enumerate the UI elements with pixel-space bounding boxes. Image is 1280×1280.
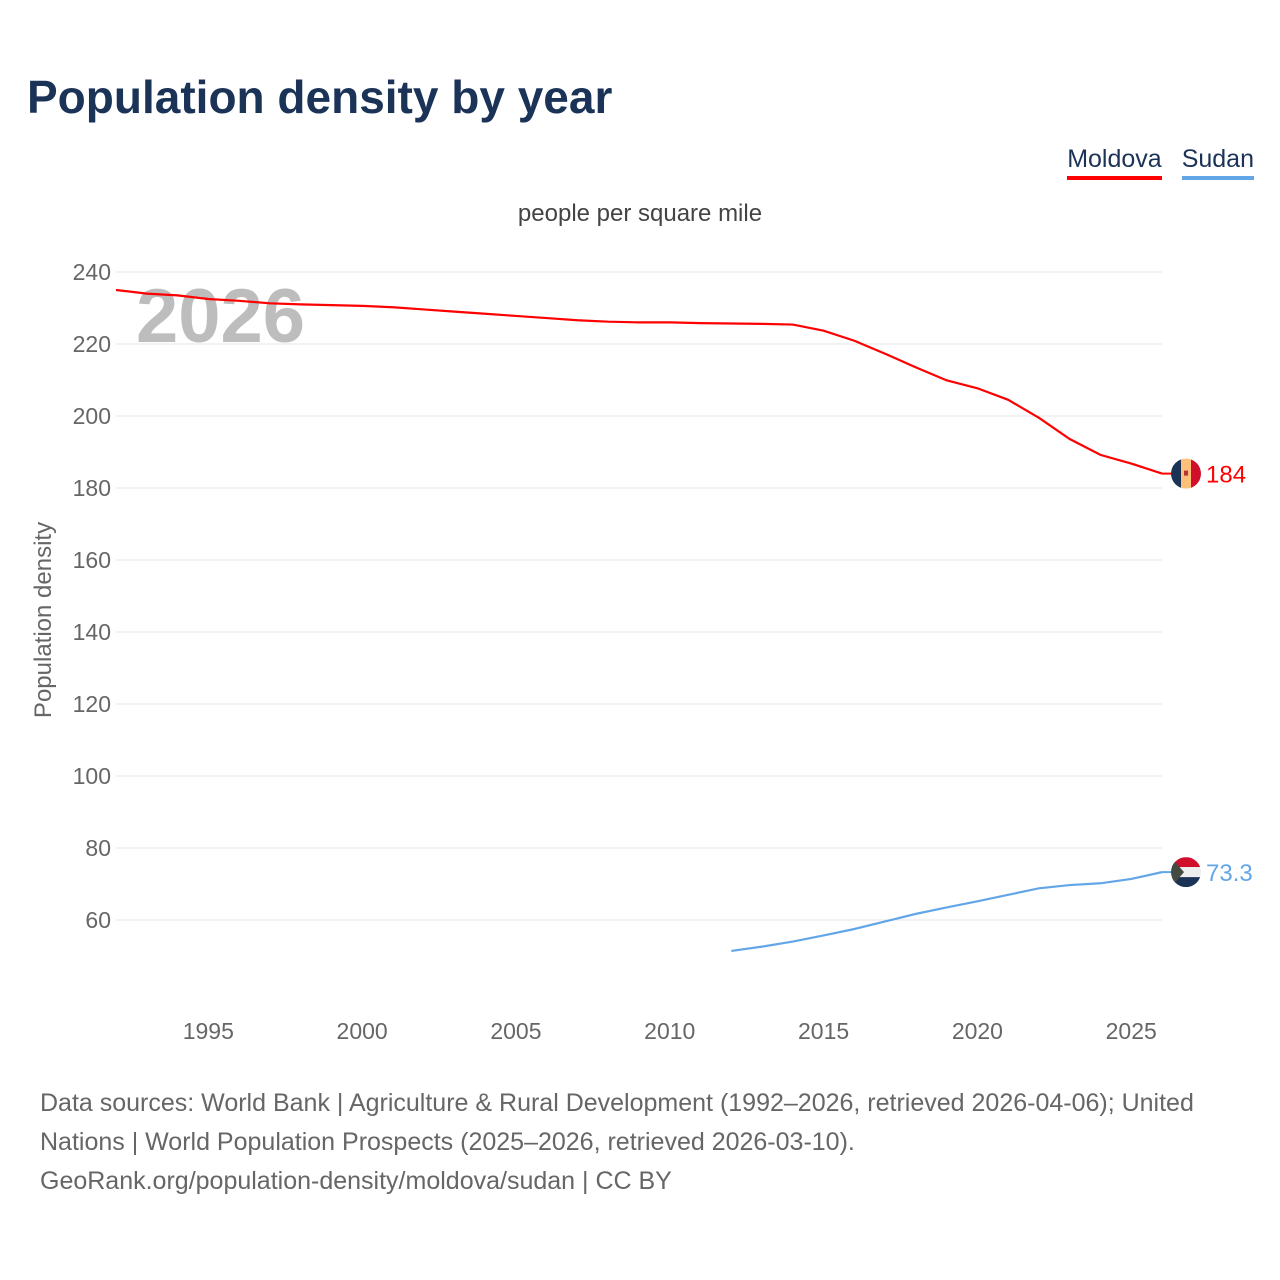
x-tick-label: 2025 — [1106, 1018, 1157, 1044]
x-tick-label: 1995 — [183, 1018, 234, 1044]
x-tick-label: 2020 — [952, 1018, 1003, 1044]
y-tick-label: 120 — [73, 691, 111, 717]
y-tick-label: 200 — [73, 403, 111, 429]
sudan-flag-icon — [1171, 857, 1201, 888]
legend-item-sudan[interactable]: Sudan — [1181, 145, 1254, 180]
attribution-link[interactable]: GeoRank.org/population-density/moldova/s… — [40, 1167, 672, 1195]
y-tick-label: 80 — [85, 835, 111, 861]
y-tick-label: 60 — [85, 907, 111, 933]
series-line-moldova[interactable] — [115, 288, 1163, 475]
x-tick-label: 2005 — [490, 1018, 541, 1044]
y-tick-label: 160 — [73, 547, 111, 573]
chart-subtitle: people per square mile — [518, 200, 762, 227]
x-tick-label: 2015 — [798, 1018, 849, 1044]
y-tick-label: 180 — [73, 475, 111, 501]
y-axis-label: Population density — [30, 522, 57, 718]
y-tick-label: 140 — [73, 619, 111, 645]
series-line-sudan[interactable] — [731, 871, 1163, 953]
legend: Moldova Sudan — [1067, 145, 1254, 180]
y-tick-label: 240 — [73, 259, 111, 285]
year-watermark: 2026 — [136, 274, 305, 359]
end-value-label: 184 — [1206, 462, 1246, 489]
x-tick-label: 2010 — [644, 1018, 695, 1044]
moldova-flag-icon — [1171, 458, 1201, 489]
sources-text: Data sources: World Bank | Agriculture &… — [40, 1089, 1194, 1156]
x-tick-label: 2000 — [337, 1018, 388, 1044]
end-value-label: 73.3 — [1206, 860, 1253, 887]
legend-item-moldova[interactable]: Moldova — [1067, 145, 1162, 180]
y-tick-label: 220 — [73, 331, 111, 357]
chart-title: Population density by year — [27, 71, 613, 123]
data-sources: Data sources: World Bank | Agriculture &… — [40, 1084, 1250, 1201]
y-tick-label: 100 — [73, 763, 111, 789]
